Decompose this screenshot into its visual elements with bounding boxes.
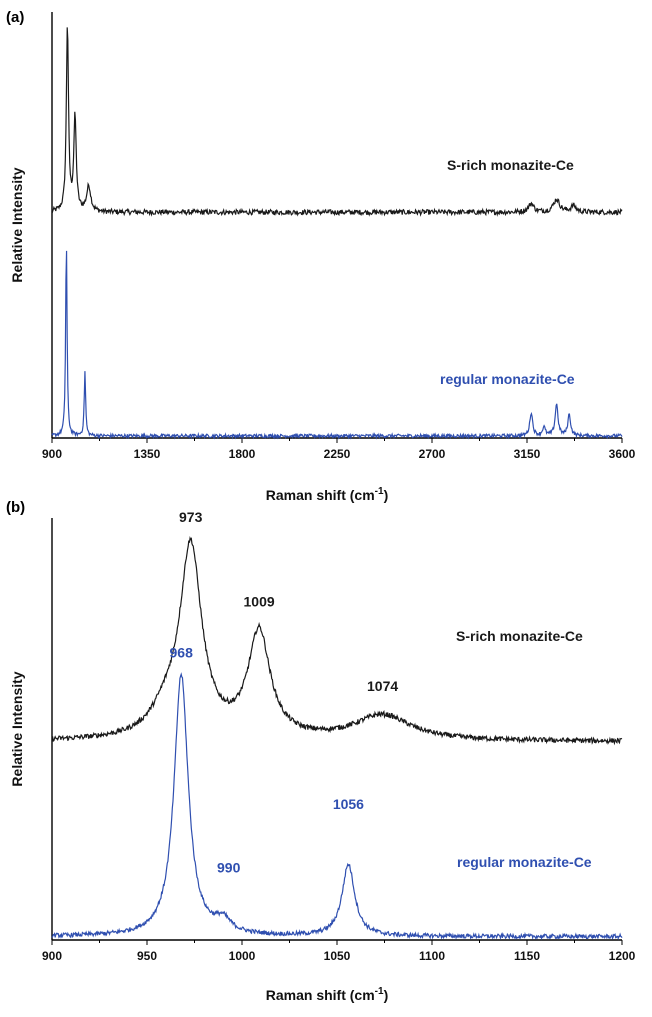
x-tick-label: 1050 bbox=[324, 949, 351, 963]
peak-label: 990 bbox=[217, 859, 241, 875]
series-label-s-rich: S-rich monazite-Ce bbox=[456, 628, 583, 644]
peak-label: 1074 bbox=[367, 678, 398, 694]
series-label-regular: regular monazite-Ce bbox=[440, 371, 575, 387]
series-line-s-rich bbox=[51, 27, 623, 217]
peak-label: 973 bbox=[179, 509, 203, 525]
x-axis-label: Raman shift (cm-1) bbox=[266, 486, 389, 503]
series-line-regular bbox=[51, 250, 623, 440]
x-tick-label: 2250 bbox=[324, 447, 351, 461]
series-line-regular bbox=[51, 672, 623, 941]
x-tick-label: 1150 bbox=[514, 949, 540, 963]
x-tick-label: 900 bbox=[42, 949, 62, 963]
x-tick-label: 900 bbox=[42, 447, 62, 461]
x-tick-label: 1000 bbox=[229, 949, 256, 963]
x-tick-label: 1800 bbox=[229, 447, 256, 461]
x-tick-label: 3600 bbox=[609, 447, 636, 461]
series-label-s-rich: S-rich monazite-Ce bbox=[447, 157, 574, 173]
y-axis-label: Relative Intensity bbox=[9, 671, 25, 786]
peak-label: 968 bbox=[170, 644, 194, 660]
series-line-s-rich bbox=[51, 536, 623, 746]
panel-a: (a) 900 1350 1800 2250 2700 3150 3600 Raman shif… bbox=[6, 9, 636, 503]
panel-label: (a) bbox=[6, 9, 24, 26]
x-tick-label: 2700 bbox=[419, 447, 446, 461]
peak-label: 1009 bbox=[244, 594, 275, 610]
series-label-regular: regular monazite-Ce bbox=[457, 854, 592, 870]
peak-label: 1056 bbox=[333, 796, 364, 812]
x-tick-label: 1200 bbox=[609, 949, 636, 963]
x-axis-label: Raman shift (cm-1) bbox=[266, 986, 389, 1003]
x-tick-label: 950 bbox=[137, 949, 157, 963]
panel-b: (b) 900 950 1000 1050 1100 1150 1200 Raman shift… bbox=[6, 499, 636, 1003]
x-tick-label: 3150 bbox=[514, 447, 541, 461]
panel-label: (b) bbox=[6, 499, 25, 516]
y-axis-label: Relative Intensity bbox=[9, 167, 25, 282]
x-tick-label: 1350 bbox=[134, 447, 161, 461]
x-tick-label: 1100 bbox=[419, 949, 445, 963]
